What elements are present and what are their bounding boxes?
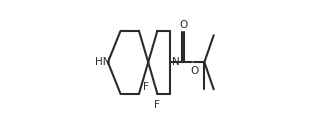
- Text: F: F: [143, 82, 149, 92]
- Text: N: N: [172, 57, 179, 67]
- Text: O: O: [179, 20, 188, 30]
- Text: F: F: [154, 100, 159, 110]
- Text: HN: HN: [95, 57, 111, 67]
- Text: O: O: [190, 66, 198, 76]
